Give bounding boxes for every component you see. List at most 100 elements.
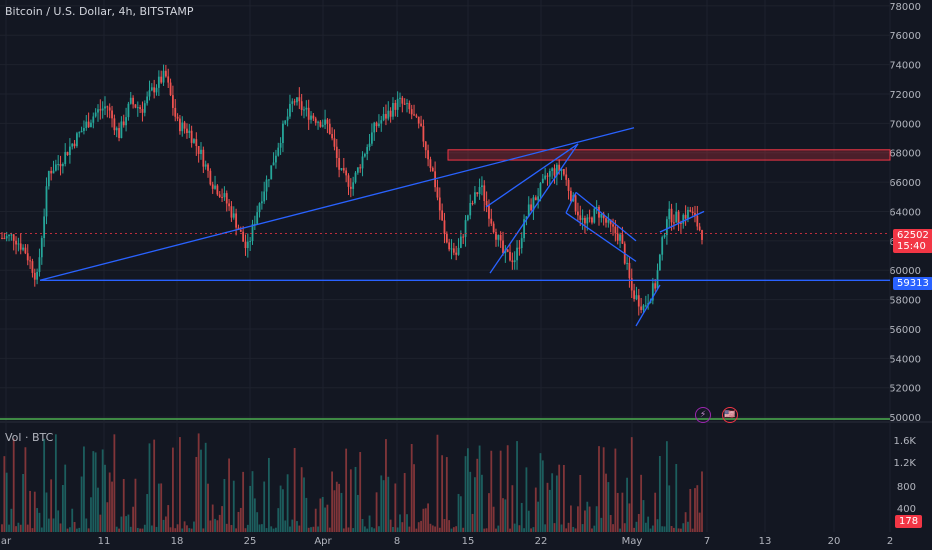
volume-bar [483,528,486,532]
volume-bar [335,481,338,532]
event-marker-lightning[interactable]: ⚡ [695,407,711,423]
volume-bar [417,522,420,532]
volume-bar [181,528,184,532]
volume-bar [214,518,216,532]
volume-bar [370,527,373,532]
volume-bar [525,467,528,532]
candle-body [221,196,223,198]
volume-bar [572,526,575,532]
candle-body [438,197,441,211]
candle-body [331,134,334,139]
volume-bar [600,517,603,532]
volume-bar [106,502,109,532]
volume-bar [249,485,252,532]
candle-body [324,119,326,125]
wedge-upper [485,143,579,208]
candle-body [251,224,254,242]
volume-bar [235,528,238,532]
bear-flag-lower [659,210,705,233]
volume-bar [120,516,123,532]
volume-bar [40,527,43,532]
volume-bar [427,503,429,532]
candle-body [340,168,343,170]
volume-bar [502,498,504,532]
candle-body [459,236,462,248]
candle-body [644,305,647,307]
candle-body [609,219,612,225]
volume-bar [179,437,181,532]
candle-body [436,187,439,198]
candle-body [630,278,633,291]
candle-body [347,175,350,187]
volume-bar [675,464,678,532]
candle-body [108,107,111,111]
volume-bar [539,453,542,532]
volume-bar [216,520,219,532]
candle-body [305,107,308,110]
candle-body [548,170,551,177]
volume-bar [591,528,593,532]
candle-body [537,196,540,201]
candle-body [417,116,420,124]
volume-bar [455,526,458,532]
candle-body [354,172,357,183]
volume-bar [698,512,701,532]
volume-bar [413,464,415,532]
candle-body [654,283,657,289]
candle-body [298,97,301,102]
volume-bar [172,447,174,532]
volume-bar [492,506,495,532]
volume-bar [680,528,682,532]
candle-body [181,122,184,132]
volume-bar [670,526,673,532]
candle-body [560,168,563,171]
volume-bar [387,476,390,532]
candle-body [680,222,682,224]
volume-bar [586,501,589,532]
volume-bar [164,516,167,532]
volume-bar [80,476,83,532]
candle-body [141,108,144,113]
candle-body [80,130,83,133]
volume-bar [361,519,364,532]
volume-bar [239,507,242,532]
candle-body [633,290,636,299]
candle-body [658,254,661,271]
candle-body [125,117,127,126]
candle-body [476,192,479,195]
volume-bar [644,522,647,532]
volume-bar [466,448,469,532]
candle-body [200,149,202,154]
event-marker-us-flag[interactable]: 🇺🇸 [722,407,738,423]
volume-bar [574,528,577,532]
volume-tick-label: 1.2K [894,458,917,469]
volume-bar [186,525,188,532]
volume-bar [356,494,359,532]
candle-body [115,128,118,131]
volume-bar [207,483,209,532]
candle-body [373,122,376,133]
volume-bar [71,508,74,532]
volume-bar [12,438,15,532]
volume-bar [267,457,270,532]
candle-body [310,115,312,120]
candle-body [52,170,55,174]
current-price-tag: 62502 15:40 [893,229,932,253]
volume-bar [33,491,36,532]
volume-bar [544,524,547,532]
candle-body [190,130,193,143]
candle-body [431,167,434,172]
y-tick-label: 66000 [889,178,921,189]
volume-bar [621,492,624,532]
volume-bar [298,525,301,532]
candle-body [621,234,624,244]
volume-bar [92,451,95,532]
candle-body [57,164,60,166]
volume-bar [577,506,579,532]
volume-bar [101,449,104,532]
candle-body [495,232,497,240]
volume-bar [246,524,249,532]
volume-bar [157,483,160,532]
